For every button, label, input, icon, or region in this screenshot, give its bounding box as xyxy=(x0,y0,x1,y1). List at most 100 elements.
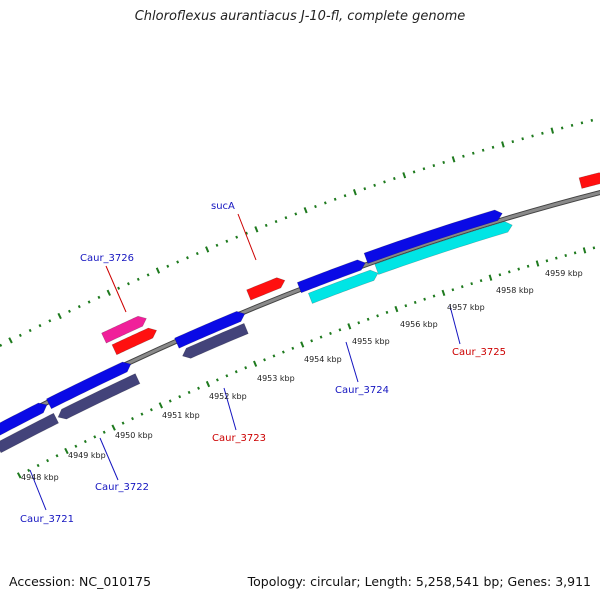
outer-tick xyxy=(176,260,180,264)
inner-tick xyxy=(121,421,125,425)
inner-tick xyxy=(582,247,587,254)
outer-tick xyxy=(195,251,199,256)
accession-text: Accession: NC_010175 xyxy=(9,574,152,589)
outer-tick xyxy=(77,305,81,309)
outer-tick xyxy=(264,223,268,227)
inner-tick xyxy=(111,424,116,431)
inner-tick-track xyxy=(16,246,596,479)
outer-tick xyxy=(38,324,42,328)
gene-label: Caur_3723 xyxy=(212,433,266,444)
inner-tick xyxy=(517,267,521,271)
inner-tick xyxy=(479,279,483,283)
inner-tick xyxy=(404,304,408,308)
outer-tick xyxy=(215,243,219,247)
inner-tick xyxy=(74,444,78,448)
scale-label: 4953 kbp xyxy=(257,374,295,383)
outer-tick xyxy=(18,333,22,337)
gene-label: Caur_3722 xyxy=(95,482,149,493)
cds-forward-suca xyxy=(363,209,503,264)
outer-tick xyxy=(402,172,407,179)
outer-tick xyxy=(481,148,485,152)
outer-tick xyxy=(422,167,426,171)
inner-tick xyxy=(385,310,389,314)
leader-line xyxy=(99,437,119,481)
inner-tick xyxy=(554,256,558,260)
inner-tick xyxy=(93,435,97,439)
scale-label: 4948 kbp xyxy=(21,473,59,482)
inner-tick xyxy=(244,366,248,370)
outer-tick xyxy=(550,127,555,134)
outer-tick xyxy=(383,180,386,184)
inner-tick xyxy=(394,305,399,313)
inner-tick xyxy=(300,341,305,348)
inner-tick xyxy=(102,430,106,434)
outer-tick xyxy=(590,118,594,122)
feature-3725 xyxy=(246,277,286,301)
outer-tick xyxy=(28,328,32,333)
cds-highlight-3726 xyxy=(307,269,379,304)
outer-tick xyxy=(87,300,91,304)
outer-tick xyxy=(235,235,239,239)
outer-tick xyxy=(127,282,130,286)
outer-tick xyxy=(501,141,505,148)
outer-tick xyxy=(451,156,456,163)
cds-reverse-3721 xyxy=(0,412,59,454)
feature-3723-pink xyxy=(101,315,147,344)
outer-tick xyxy=(245,231,248,235)
inner-tick xyxy=(507,270,511,274)
outer-tick xyxy=(521,137,524,141)
map-title: Chloroflexus aurantiacus J-10-fl, comple… xyxy=(134,9,466,24)
outer-tick xyxy=(531,134,534,138)
gene-labels: Caur_3721 Caur_3722 Caur_3723 Caur_3724 Caur… xyxy=(20,201,506,525)
inner-tick xyxy=(366,317,370,321)
inner-tick xyxy=(347,323,352,330)
inner-tick xyxy=(27,468,31,473)
inner-tick xyxy=(413,300,417,305)
outer-tick xyxy=(225,239,229,243)
inner-tick xyxy=(310,339,314,343)
inner-tick xyxy=(376,314,379,318)
outer-tick xyxy=(442,160,446,164)
inner-tick xyxy=(338,328,342,332)
outer-tick xyxy=(155,267,161,274)
outer-tick xyxy=(462,154,465,158)
inner-tick xyxy=(215,378,219,382)
cds-highlight-suca xyxy=(374,221,513,275)
scale-label: 4951 kbp xyxy=(162,411,200,420)
inner-tick xyxy=(470,282,474,286)
outer-tick xyxy=(186,256,189,260)
outer-tick xyxy=(314,204,317,209)
inner-tick xyxy=(498,273,502,277)
inner-tick xyxy=(197,386,200,390)
outer-tick xyxy=(57,312,62,320)
cds-reverse-3724 xyxy=(182,323,249,359)
cds-forward-3726 xyxy=(296,259,366,294)
leader-line xyxy=(345,341,359,383)
outer-tick xyxy=(541,131,544,135)
inner-tick xyxy=(16,472,22,479)
label-leader-lines xyxy=(29,213,461,511)
scale-label: 4949 kbp xyxy=(68,451,106,460)
outer-tick xyxy=(106,289,111,296)
outer-tick xyxy=(8,337,13,344)
inner-tick xyxy=(291,346,295,350)
inner-tick xyxy=(319,335,323,339)
inner-tick xyxy=(168,399,172,403)
outer-tick xyxy=(352,189,357,196)
leader-line xyxy=(105,265,127,313)
outer-tick xyxy=(580,121,584,125)
topology-summary: Topology: circular; Length: 5,258,541 bp… xyxy=(247,574,591,589)
outer-tick xyxy=(412,170,416,174)
cds-reverse-3722 xyxy=(57,373,141,420)
inner-tick xyxy=(205,380,211,388)
outer-tick xyxy=(166,264,170,268)
gene-label: Caur_3726 xyxy=(80,253,134,264)
inner-tick xyxy=(451,288,455,292)
leader-line xyxy=(449,305,461,345)
inner-tick xyxy=(187,390,191,395)
cds-forward-3724 xyxy=(174,311,246,349)
inner-tick xyxy=(592,246,596,250)
gene-label: Caur_3725 xyxy=(452,347,506,358)
outer-tick xyxy=(491,145,495,149)
